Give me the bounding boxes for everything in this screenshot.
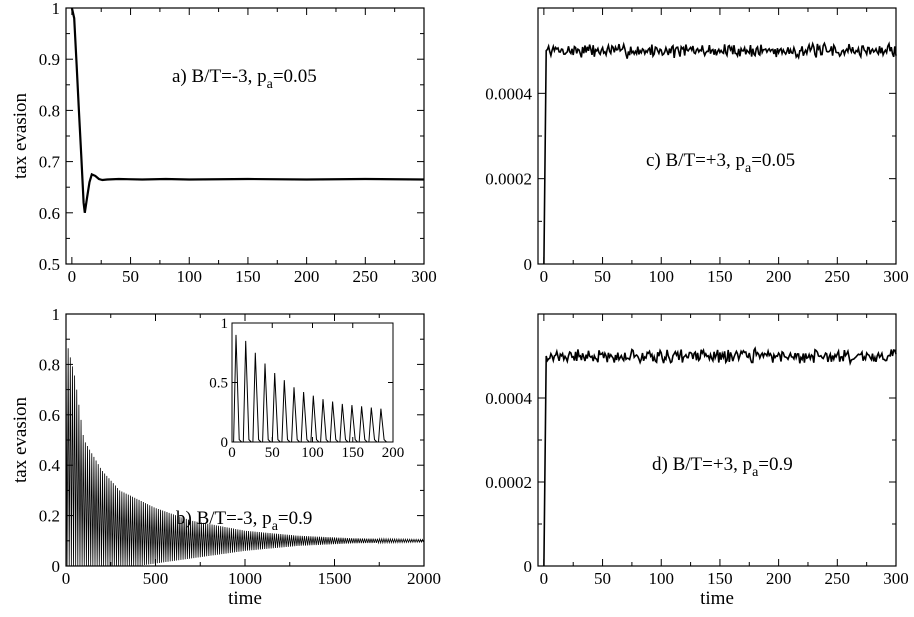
x-tick-label: 2000: [407, 569, 441, 588]
x-tick-label: 300: [883, 267, 909, 286]
x-tick-label: 300: [411, 267, 437, 286]
x-tick-label: 150: [707, 267, 733, 286]
inset-x-tick-label: 50: [265, 445, 280, 461]
panel-a: 0 50 100 150 200 250 300 0.5 0.6 0.7 0.8 0.9 1 tax ev…: [10, 0, 437, 286]
y-tick-label: 0.0002: [485, 473, 532, 492]
y-tick-label: 0.0004: [485, 84, 532, 103]
x-tick-label: 200: [766, 569, 792, 588]
x-tick-label: 50: [594, 267, 611, 286]
y-tick-label: 0: [52, 557, 61, 576]
y-tick-label: 0.8: [39, 101, 60, 120]
series-line: [72, 8, 424, 213]
y-tick-label: 0: [524, 255, 533, 274]
inset: 0 50 100 150 200 0 0.5 1: [209, 316, 404, 461]
y-tick-label: 0.6: [39, 406, 60, 425]
y-tick-label: 0.2: [39, 507, 60, 526]
x-tick-label: 250: [825, 267, 851, 286]
x-axis-label: time: [700, 588, 734, 609]
x-tick-label: 1000: [228, 569, 262, 588]
panel-d: 0 50 100 150 200 250 300 0 0.0002 0.0004 time d) B/…: [485, 314, 909, 609]
x-tick-label: 50: [122, 267, 139, 286]
x-tick-label: 200: [294, 267, 320, 286]
y-tick-label: 0.8: [39, 355, 60, 374]
x-axis-label: time: [228, 588, 262, 609]
inset-y-tick-label: 1: [221, 316, 229, 332]
x-tick-label: 0: [68, 267, 77, 286]
y-tick-label: 0: [524, 557, 533, 576]
y-axis-label: tax evasion: [10, 93, 31, 180]
x-tick-label: 500: [143, 569, 169, 588]
x-tick-label: 100: [648, 569, 674, 588]
y-tick-label: 0.0002: [485, 170, 532, 189]
x-tick-label: 50: [594, 569, 611, 588]
x-tick-label: 100: [648, 267, 674, 286]
panel-annotation: d) B/T=+3, pa=0.9: [652, 454, 793, 480]
inset-x-tick-label: 100: [301, 445, 324, 461]
panel-c: 0 50 100 150 200 250 300 0 0.0002 0.0004 c) B/T=+3…: [485, 8, 909, 286]
inset-y-tick-label: 0: [221, 435, 229, 451]
y-tick-label: 0.7: [39, 153, 61, 172]
panel-annotation: a) B/T=-3, pa=0.05: [172, 66, 317, 92]
x-tick-label: 0: [540, 569, 549, 588]
y-tick-label: 0.9: [39, 50, 60, 69]
inset-x-tick-label: 200: [382, 445, 405, 461]
y-tick-label: 0.6: [39, 204, 60, 223]
plot-frame: [66, 8, 424, 264]
x-tick-label: 1500: [318, 569, 352, 588]
y-axis-label: tax evasion: [10, 397, 31, 484]
panel-annotation: c) B/T=+3, pa=0.05: [646, 150, 795, 176]
y-tick-label: 1: [52, 0, 61, 18]
x-tick-label: 250: [353, 267, 379, 286]
inset-x-tick-label: 0: [228, 445, 236, 461]
x-tick-label: 200: [766, 267, 792, 286]
plot-frame: [538, 8, 896, 264]
y-tick-label: 1: [52, 305, 61, 324]
inset-x-tick-label: 150: [342, 445, 365, 461]
x-tick-label: 0: [540, 267, 549, 286]
y-tick-label: 0.4: [39, 456, 61, 475]
inset-y-tick-label: 0.5: [209, 376, 228, 392]
x-tick-label: 250: [825, 569, 851, 588]
x-tick-label: 300: [883, 569, 909, 588]
x-tick-label: 150: [235, 267, 261, 286]
x-tick-label: 150: [707, 569, 733, 588]
x-tick-label: 100: [176, 267, 202, 286]
y-tick-label: 0.5: [39, 255, 60, 274]
y-tick-label: 0.0004: [485, 389, 532, 408]
x-tick-label: 0: [62, 569, 71, 588]
